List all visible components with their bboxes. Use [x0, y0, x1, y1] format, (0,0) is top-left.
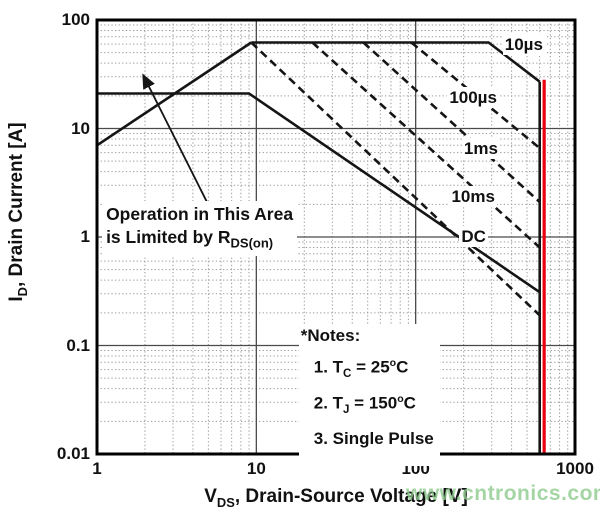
- y-tick-10: 10: [71, 118, 90, 138]
- y-tick-0.01: 0.01: [56, 444, 90, 463]
- curve-label-1ms: 1ms: [461, 137, 500, 159]
- y-axis-symbol-subscript: D: [14, 287, 30, 297]
- curve-label-100us: 100µs: [447, 87, 499, 109]
- note-item-1: 1. TC = 25oC: [313, 356, 409, 380]
- x-tick-10: 10: [246, 459, 266, 478]
- y-tick-0.1: 0.1: [66, 335, 90, 355]
- x-tick-1000: 1000: [556, 459, 594, 478]
- notes-items: 1. TC = 25oC 2. TJ = 150oC 3. Single Pulse: [301, 357, 434, 449]
- x-axis-title: VDS, Drain-Source Voltage [V]: [97, 486, 575, 510]
- curve-label-10us: 10µs: [502, 33, 545, 55]
- annotation-arrow: [142, 73, 208, 203]
- curve-label-dc: DC: [459, 226, 488, 248]
- annotation-line2: is Limited by RDS(on): [106, 226, 274, 251]
- y-tick-100: 100: [61, 10, 90, 29]
- curve-label-10ms: 10ms: [449, 186, 497, 208]
- note-item-2: 2. TJ = 150oC: [313, 392, 416, 416]
- note-item-3: 3. Single Pulse: [313, 428, 434, 448]
- notes-block: *Notes: 1. TC = 25oC 2. TJ = 150oC 3. Sing…: [298, 323, 440, 466]
- soa-area-annotation: Operation in This Area is Limited by RDS…: [102, 200, 298, 257]
- y-axis-title-text: , Drain Current [A]: [6, 122, 28, 288]
- annotation-line1: Operation in This Area: [106, 203, 294, 224]
- x-tick-1: 1: [92, 459, 102, 478]
- y-tick-1: 1: [80, 227, 90, 246]
- series-10us: [251, 41, 541, 83]
- y-axis-title: ID, Drain Current [A]: [6, 122, 30, 301]
- series-dc: [97, 92, 541, 294]
- notes-title: *Notes:: [300, 325, 361, 345]
- rdson-subscript: DS(on): [230, 235, 274, 251]
- x-axis-symbol-subscript: DS: [216, 494, 235, 510]
- series-1ms: [362, 41, 541, 203]
- watermark: www.cntronics.com: [406, 482, 600, 505]
- series-short-pulse-aux: [250, 41, 541, 317]
- x-axis-title-text: , Drain-Source Voltage [V]: [234, 486, 468, 507]
- x-axis-symbol: V: [204, 486, 217, 507]
- y-axis-symbol: I: [6, 296, 28, 302]
